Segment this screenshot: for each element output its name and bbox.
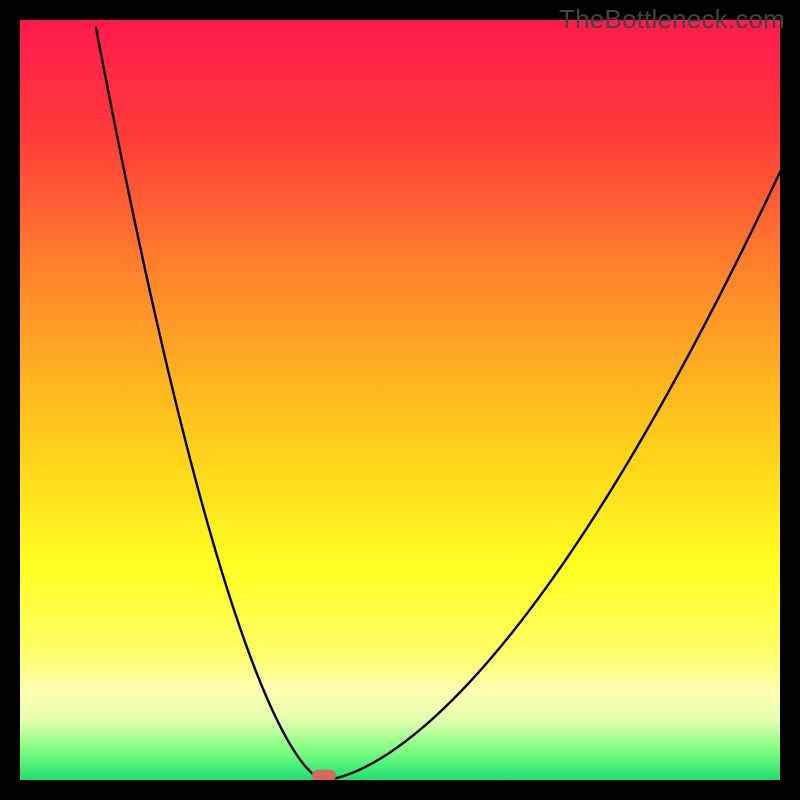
chart-svg [20,20,780,780]
watermark-text: TheBottleneck.com [559,4,785,35]
optimal-point-marker [312,770,336,780]
gradient-background [20,20,780,780]
plot-area [20,20,780,780]
